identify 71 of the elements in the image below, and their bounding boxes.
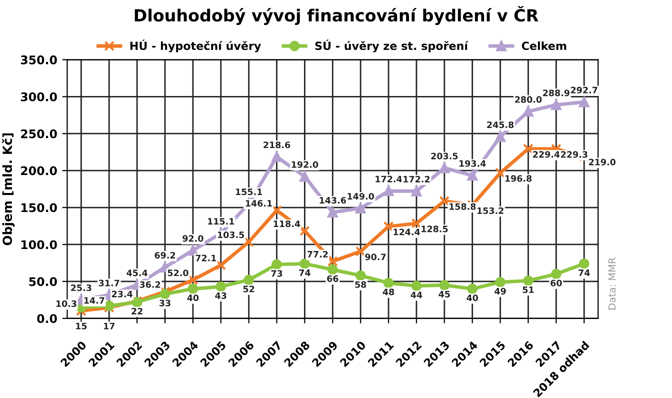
data-label: 288.9 (543, 90, 570, 96)
chart-title: Dlouhodobý vývoj financování bydlení v ČR (134, 6, 538, 25)
data-label: 66 (327, 275, 338, 282)
data-label: 128.5 (422, 226, 448, 232)
data-label: 193.4 (459, 160, 486, 167)
data-label: 74 (299, 270, 310, 276)
y-tick-label: 0.0 (37, 314, 57, 324)
legend-label: HÚ - hypoteční úvěry (130, 40, 261, 52)
data-label: 92.0 (182, 235, 204, 242)
data-label: 72.1 (196, 254, 216, 262)
data-label: 40 (466, 294, 478, 302)
data-label: 146.1 (246, 200, 272, 207)
data-label: 14.7 (84, 297, 104, 304)
data-label: 45 (438, 290, 450, 298)
data-label: 245.8 (487, 121, 514, 128)
data-label: 229.3 (561, 151, 588, 158)
data-label: 196.8 (505, 175, 532, 182)
y-tick-label: 50.0 (29, 277, 57, 286)
data-label: 22 (132, 308, 142, 314)
data-label: 52 (243, 286, 254, 292)
data-label: 155.1 (236, 188, 262, 196)
data-label: 153.2 (478, 207, 504, 214)
data-label: 77.2 (307, 250, 328, 258)
data-label: 74 (578, 270, 590, 276)
data-label: 58 (355, 281, 366, 288)
data-label: 229.4 (533, 151, 560, 158)
legend-label: SÚ - úvěry ze st. spoření (315, 40, 468, 52)
data-label: 48 (382, 288, 394, 296)
data-label: 172.2 (404, 176, 430, 182)
data-label: 36.2 (140, 281, 160, 288)
data-label: 69.2 (154, 252, 176, 259)
data-label: 25.3 (71, 284, 92, 292)
data-label: 23.4 (112, 290, 132, 298)
y-axis-title: Objem [mld. Kč] (2, 133, 15, 246)
data-label: 10.3 (56, 300, 76, 308)
y-tick-label: 200.0 (21, 166, 57, 176)
data-label: 90.7 (365, 254, 386, 260)
data-label: 17 (104, 322, 115, 330)
data-label: 45.4 (126, 270, 148, 276)
data-label: 103.5 (218, 232, 244, 238)
data-label: 31.7 (98, 280, 120, 286)
data-label: 40 (187, 294, 199, 302)
data-label: 280.0 (515, 96, 542, 103)
data-label: 44 (410, 292, 422, 298)
y-tick-label: 250.0 (21, 129, 57, 138)
data-label: 33 (159, 300, 170, 306)
data-label: 192.0 (292, 161, 318, 168)
data-label: 203.5 (431, 152, 458, 160)
data-label: 49 (494, 288, 506, 295)
data-label: 52.0 (168, 270, 188, 276)
data-label: 15 (76, 322, 87, 330)
data-label: 51 (522, 286, 534, 294)
y-tick-label: 150.0 (21, 203, 57, 212)
y-tick-label: 100.0 (21, 240, 57, 250)
data-label: 115.1 (208, 218, 234, 225)
y-tick-label: 300.0 (20, 92, 57, 102)
data-label: 292.7 (570, 86, 598, 94)
data-label: 43 (215, 292, 226, 299)
data-label: 219.0 (588, 158, 616, 166)
data-label: 172.4 (376, 176, 402, 182)
data-label: 124.4 (394, 228, 420, 236)
text: Data: MMR (608, 258, 616, 310)
data-label: 118.4 (274, 220, 300, 228)
legend-label: Celkem (522, 41, 566, 50)
y-tick-label: 350.0 (20, 55, 57, 64)
data-label: 143.6 (320, 197, 346, 204)
data-label: 60 (550, 280, 562, 286)
data-label: 218.6 (264, 142, 290, 148)
data-label: 149.0 (348, 193, 374, 200)
data-label: 158.8 (450, 203, 476, 210)
data-label: 73 (271, 270, 282, 277)
